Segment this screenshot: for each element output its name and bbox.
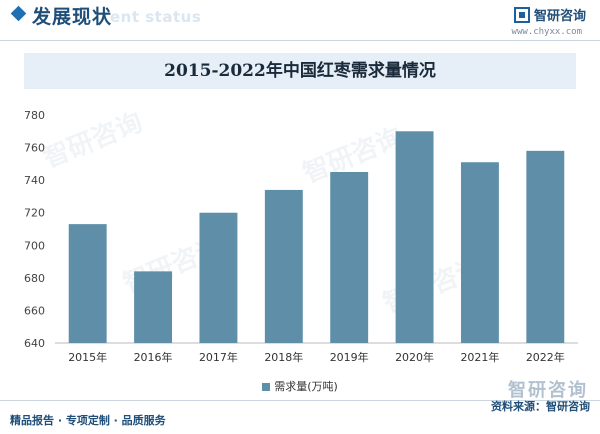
chart-title: 2015-2022年中国红枣需求量情况 [164, 61, 436, 81]
bar [395, 131, 434, 343]
bar [68, 224, 107, 343]
bar-chart: 640 660 680 700 720 740 760 780 2015年 2016年 2017年 2… [24, 109, 578, 364]
y-tick-label: 640 [24, 337, 45, 350]
header: 发展现状 ent status 智研咨询 www.chyxx.com [0, 0, 600, 42]
y-tick-label: 760 [24, 142, 45, 155]
section-subtitle: ent status [110, 8, 202, 26]
x-tick-label: 2019年 [330, 350, 369, 364]
footer-tagline: 精品报告 · 专项定制 · 品质服务 [10, 414, 166, 427]
bottom-brand: 智研咨询 [508, 380, 588, 401]
source-note: 资料来源：智研咨询 [491, 400, 590, 413]
x-tick-label: 2020年 [395, 350, 434, 364]
y-tick-label: 780 [24, 109, 45, 122]
brand-logo-icon [513, 6, 530, 23]
brand-url: www.chyxx.com [511, 27, 582, 37]
y-tick-label: 740 [24, 174, 45, 187]
bar [134, 271, 173, 343]
chart-title-band: 2015-2022年中国红枣需求量情况 [24, 53, 576, 89]
diamond-icon [10, 5, 27, 22]
header-divider [0, 40, 600, 41]
y-tick-label: 680 [24, 272, 45, 285]
legend: 需求量(万吨) [0, 378, 600, 394]
x-tick-label: 2022年 [526, 350, 565, 364]
bar [460, 162, 499, 343]
bar [199, 212, 238, 343]
footer-divider [0, 400, 600, 401]
y-tick-label: 660 [24, 304, 45, 317]
y-tick-label: 720 [24, 207, 45, 220]
section-title: 发展现状 [32, 6, 113, 28]
x-tick-label: 2015年 [68, 350, 107, 364]
x-tick-label: 2016年 [134, 350, 173, 364]
x-tick-label: 2018年 [264, 350, 303, 364]
x-tick-label: 2017年 [199, 350, 238, 364]
legend-label: 需求量(万吨) [274, 380, 338, 393]
bar [330, 172, 369, 343]
brand-name: 智研咨询 [533, 9, 586, 24]
x-tick-label: 2021年 [460, 350, 499, 364]
legend-swatch [262, 383, 271, 391]
bar [264, 189, 303, 343]
y-tick-label: 700 [24, 239, 45, 252]
brand: 智研咨询 [513, 5, 586, 24]
bar [526, 150, 565, 343]
